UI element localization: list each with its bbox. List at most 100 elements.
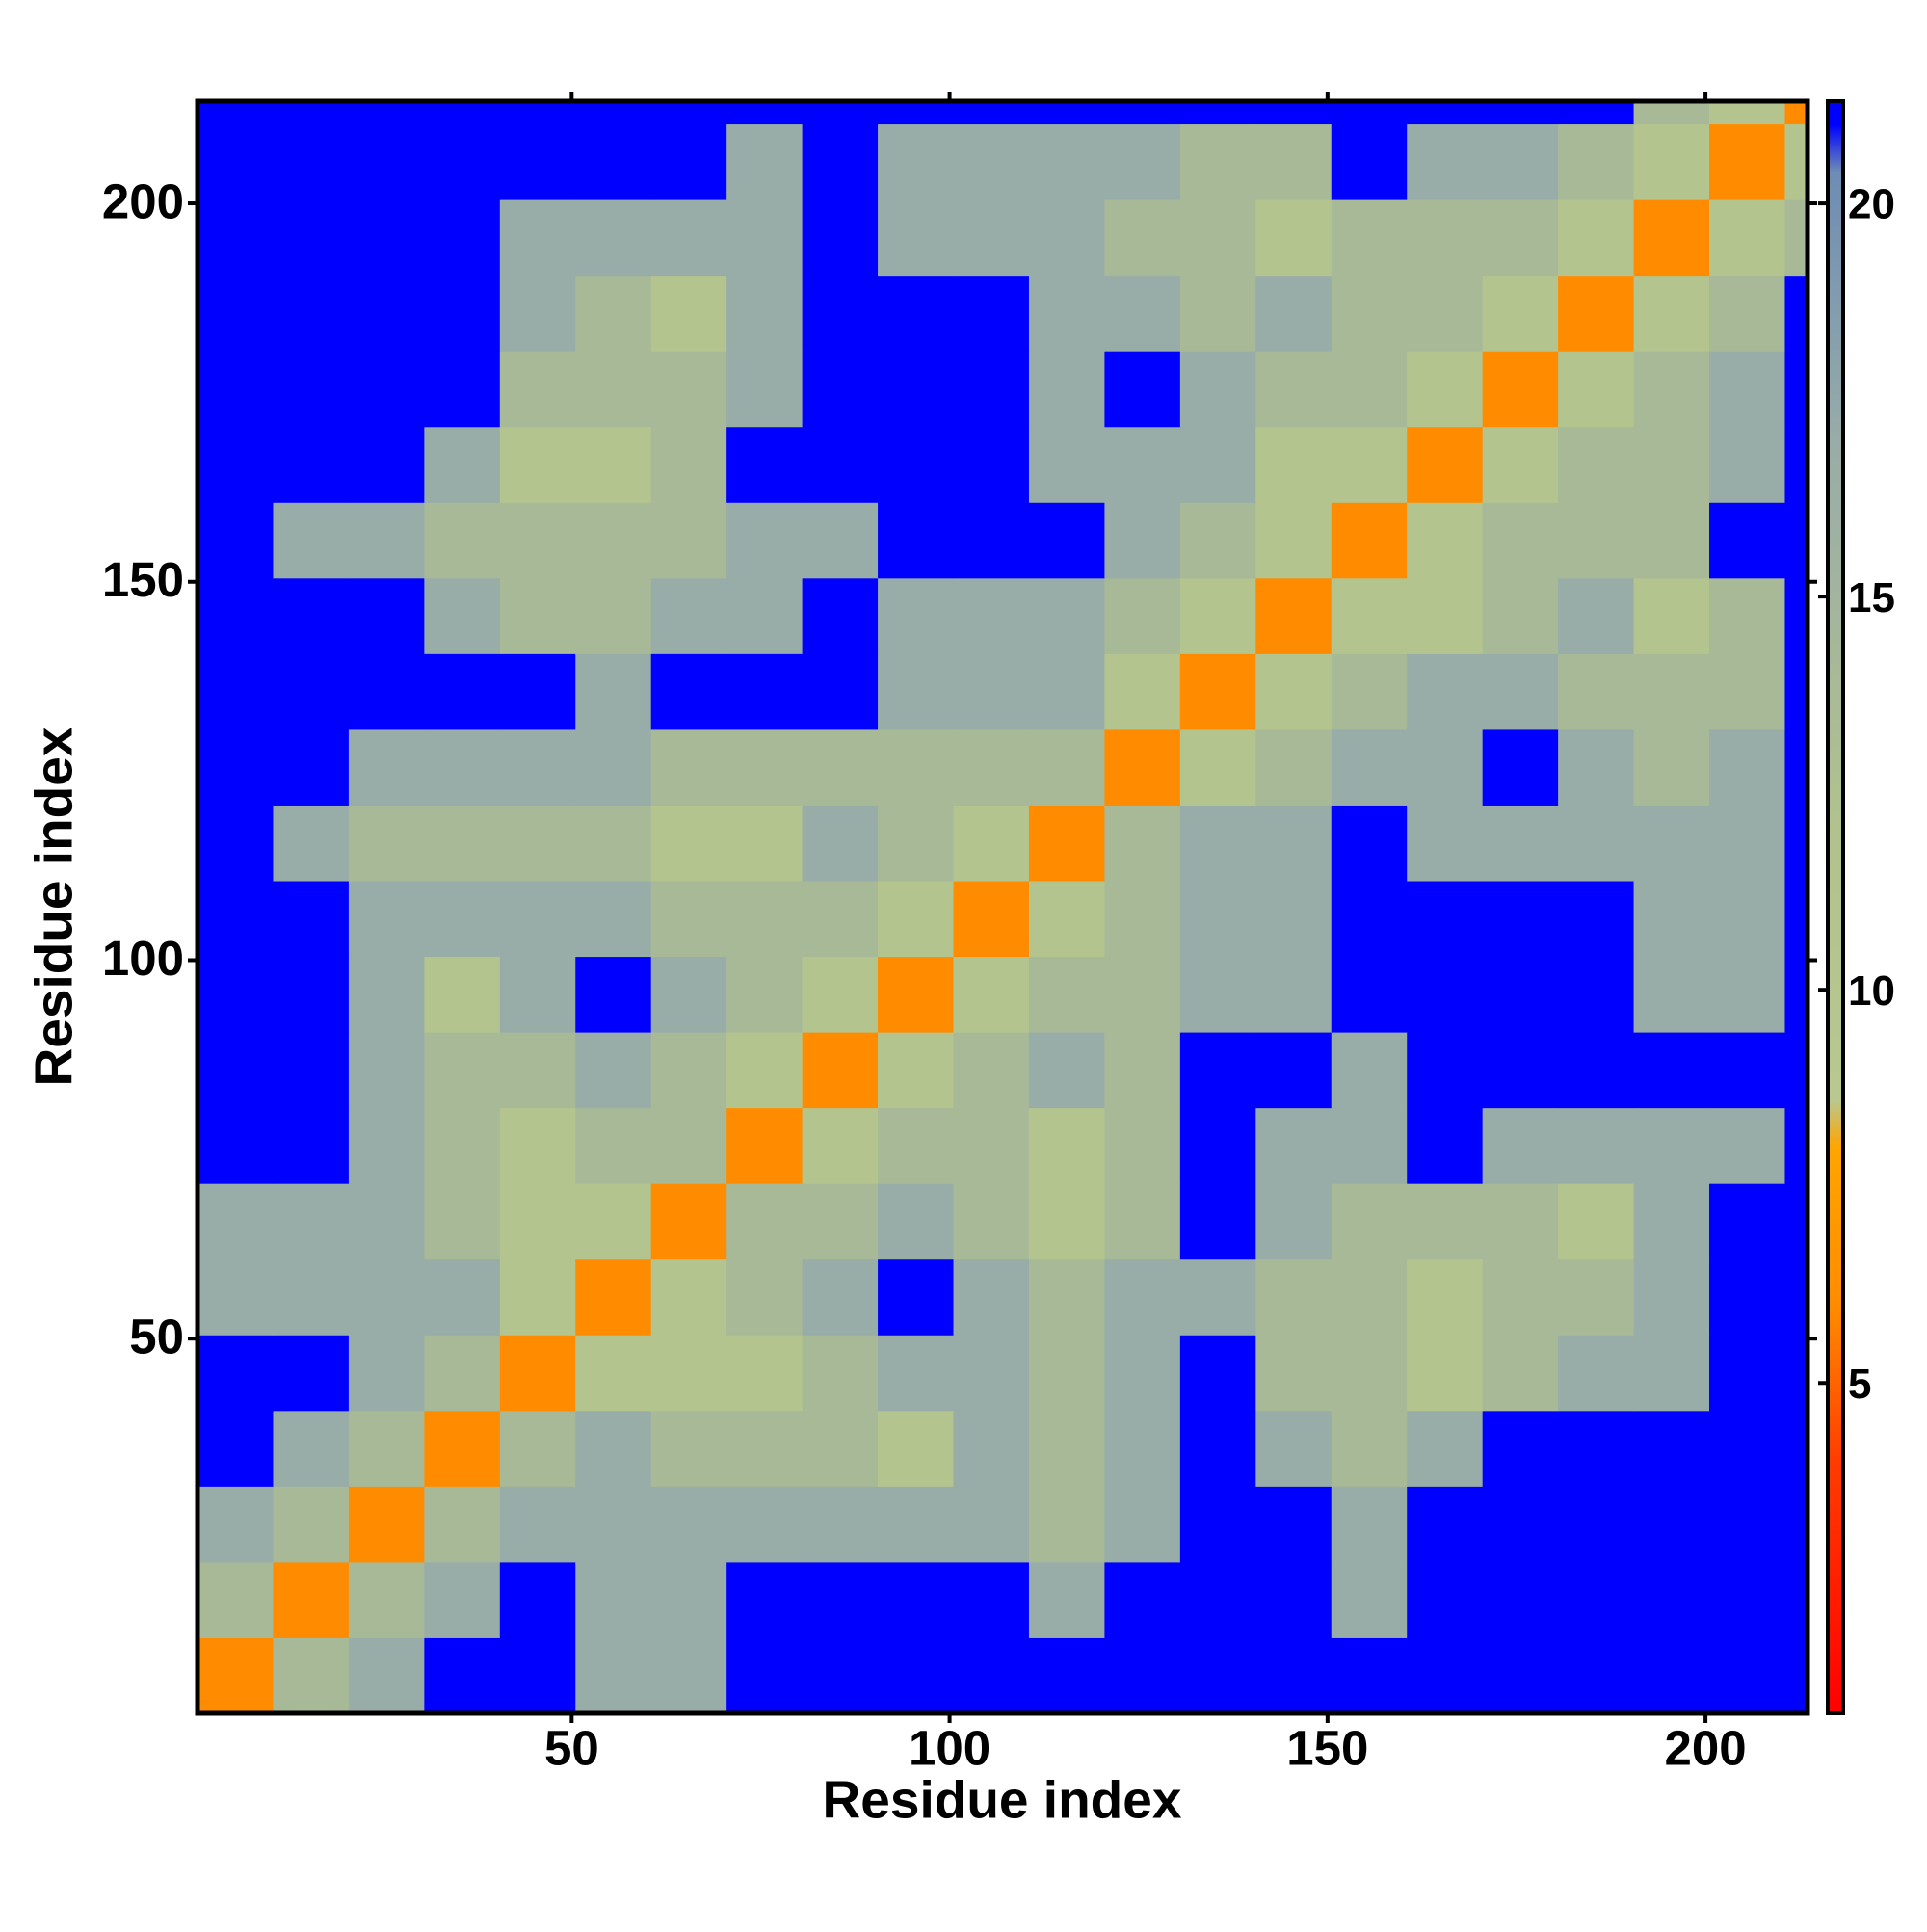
heatmap-cell	[273, 502, 350, 579]
heatmap-cell	[273, 426, 350, 503]
heatmap-cell	[1633, 881, 1710, 958]
heatmap-cell	[1104, 1561, 1181, 1638]
heatmap-cell	[273, 1183, 350, 1260]
heatmap-cell	[1482, 426, 1559, 503]
heatmap-cell	[499, 1032, 576, 1109]
heatmap-cell	[1558, 1183, 1635, 1260]
heatmap-cell	[953, 881, 1030, 958]
heatmap-cell	[575, 1258, 652, 1336]
heatmap-cell	[953, 1637, 1030, 1714]
heatmap-cell	[1331, 1107, 1408, 1184]
heatmap-cell	[348, 1486, 425, 1563]
x-tick-label: 50	[544, 1720, 599, 1775]
heatmap-cell	[198, 1032, 274, 1109]
heatmap-cell	[878, 653, 955, 730]
heatmap-cell	[953, 275, 1030, 352]
heatmap-cell	[1331, 426, 1408, 503]
heatmap-cell	[1028, 1410, 1105, 1487]
heatmap-cell	[1255, 956, 1333, 1033]
heatmap-cell	[802, 577, 879, 654]
heatmap-cell	[1331, 653, 1408, 730]
heatmap-cell	[348, 101, 425, 125]
heatmap-cell	[1255, 728, 1333, 806]
heatmap-cell	[1482, 653, 1559, 730]
heatmap-cell	[424, 1258, 501, 1336]
heatmap-cell	[1104, 1637, 1181, 1714]
heatmap-cell	[1028, 1561, 1105, 1638]
heatmap-cell	[1558, 351, 1635, 428]
heatmap-cell	[1482, 577, 1559, 654]
heatmap-cell	[878, 1486, 955, 1563]
heatmap-cell	[499, 1410, 576, 1487]
heatmap-cell	[1784, 577, 1808, 654]
heatmap-cell	[575, 728, 652, 806]
x-tick-label: 150	[1286, 1720, 1368, 1775]
heatmap-cell	[878, 123, 955, 200]
heatmap-cell	[198, 881, 274, 958]
heatmap-cell	[1179, 123, 1256, 200]
heatmap-cell	[1784, 1335, 1808, 1412]
heatmap-cell	[1407, 1258, 1484, 1336]
heatmap-cell	[650, 1183, 727, 1260]
heatmap-cell	[424, 728, 501, 806]
heatmap-cell	[198, 1486, 274, 1563]
heatmap-cell	[1784, 728, 1808, 806]
heatmap-cell	[802, 1107, 879, 1184]
heatmap-cell	[878, 1561, 955, 1638]
heatmap-cell	[953, 1561, 1030, 1638]
heatmap-cell	[1028, 1637, 1105, 1714]
heatmap-cell	[1482, 351, 1559, 428]
heatmap-cell	[198, 1637, 274, 1714]
heatmap-cell	[1179, 1486, 1256, 1563]
heatmap-cell	[1255, 502, 1333, 579]
heatmap-cell	[1558, 805, 1635, 882]
heatmap-cell	[424, 881, 501, 958]
heatmap-cell	[1633, 123, 1710, 200]
heatmap-cell	[1633, 1032, 1710, 1109]
heatmap-cell	[499, 653, 576, 730]
heatmap-cell	[726, 101, 804, 125]
heatmap-cell	[726, 1258, 804, 1336]
heatmap-cell	[1709, 101, 1785, 125]
heatmap-cell	[348, 1183, 425, 1260]
heatmap-cell	[348, 1335, 425, 1412]
heatmap-cell	[499, 1258, 576, 1336]
heatmap-cell	[1255, 1486, 1333, 1563]
heatmap-cell	[1179, 1107, 1256, 1184]
heatmap-cell	[1104, 1335, 1181, 1412]
heatmap-cell	[802, 426, 879, 503]
heatmap-cell	[1104, 502, 1181, 579]
heatmap-cell	[1407, 577, 1484, 654]
heatmap-cell	[1255, 1183, 1333, 1260]
heatmap-cell	[726, 426, 804, 503]
heatmap-cell	[1179, 577, 1256, 654]
heatmap-cell	[1633, 1637, 1710, 1714]
heatmap-cell	[1104, 805, 1181, 882]
heatmap-cell	[1558, 199, 1635, 277]
heatmap-cell	[878, 502, 955, 579]
heatmap-cell	[348, 1561, 425, 1638]
heatmap-cell	[878, 805, 955, 882]
heatmap-cell	[878, 101, 955, 125]
heatmap-cell	[650, 1032, 727, 1109]
heatmap-cell	[273, 805, 350, 882]
heatmap-cell	[499, 1335, 576, 1412]
heatmap-cell	[348, 653, 425, 730]
heatmap-cell	[575, 351, 652, 428]
heatmap-cell	[273, 1335, 350, 1412]
heatmap-cell	[1104, 1410, 1181, 1487]
heatmap-cell	[878, 275, 955, 352]
heatmap-cell	[499, 956, 576, 1033]
heatmap-cell	[1709, 502, 1785, 579]
heatmap-cell	[1558, 728, 1635, 806]
heatmap-cell	[878, 199, 955, 277]
heatmap-cell	[1179, 426, 1256, 503]
heatmap-cell	[726, 1410, 804, 1487]
heatmap-cell	[650, 1335, 727, 1412]
heatmap-cell	[1482, 1637, 1559, 1714]
heatmap-cell	[1558, 123, 1635, 200]
heatmap-cell	[1331, 1486, 1408, 1563]
heatmap-cell	[1633, 728, 1710, 806]
heatmap-cell	[499, 881, 576, 958]
